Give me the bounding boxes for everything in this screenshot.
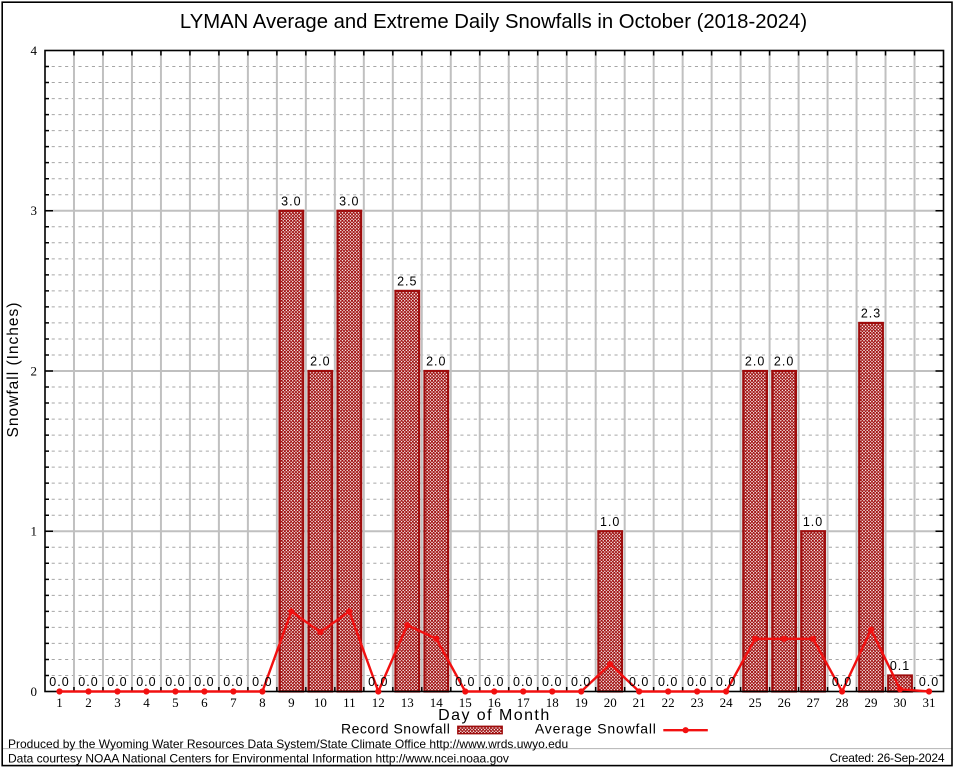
svg-text:Data courtesy NOAA National Ce: Data courtesy NOAA National Centers for … bbox=[8, 752, 509, 766]
svg-text:0.0: 0.0 bbox=[107, 675, 127, 689]
svg-text:2: 2 bbox=[31, 363, 38, 378]
svg-text:1.0: 1.0 bbox=[803, 515, 823, 529]
svg-text:8: 8 bbox=[259, 695, 266, 710]
svg-text:2: 2 bbox=[85, 695, 92, 710]
svg-text:7: 7 bbox=[230, 695, 237, 710]
svg-text:0.0: 0.0 bbox=[194, 675, 214, 689]
svg-text:14: 14 bbox=[430, 695, 444, 710]
svg-text:15: 15 bbox=[459, 695, 472, 710]
svg-text:0.0: 0.0 bbox=[368, 675, 388, 689]
svg-text:0.0: 0.0 bbox=[49, 675, 69, 689]
svg-text:0.0: 0.0 bbox=[165, 675, 185, 689]
svg-text:2.5: 2.5 bbox=[397, 275, 417, 289]
svg-text:16: 16 bbox=[488, 695, 502, 710]
svg-text:21: 21 bbox=[633, 695, 646, 710]
svg-text:11: 11 bbox=[343, 695, 356, 710]
svg-text:18: 18 bbox=[546, 695, 559, 710]
svg-text:0.0: 0.0 bbox=[484, 675, 504, 689]
svg-text:Created: 26-Sep-2024: Created: 26-Sep-2024 bbox=[830, 751, 945, 765]
svg-text:0.0: 0.0 bbox=[687, 675, 707, 689]
svg-text:Day of Month: Day of Month bbox=[438, 707, 551, 724]
svg-text:17: 17 bbox=[517, 695, 531, 710]
svg-text:0.0: 0.0 bbox=[136, 675, 156, 689]
svg-text:0.0: 0.0 bbox=[658, 675, 678, 689]
svg-text:2.0: 2.0 bbox=[745, 355, 765, 369]
svg-text:0.0: 0.0 bbox=[716, 675, 736, 689]
svg-text:0.0: 0.0 bbox=[455, 675, 475, 689]
svg-text:0.0: 0.0 bbox=[252, 675, 272, 689]
svg-text:29: 29 bbox=[865, 695, 878, 710]
svg-text:9: 9 bbox=[288, 695, 295, 710]
svg-text:Average Snowfall: Average Snowfall bbox=[535, 721, 657, 737]
svg-text:30: 30 bbox=[894, 695, 907, 710]
svg-text:0.1: 0.1 bbox=[890, 659, 910, 673]
svg-text:10: 10 bbox=[314, 695, 327, 710]
svg-text:1: 1 bbox=[56, 695, 63, 710]
svg-text:20: 20 bbox=[604, 695, 617, 710]
svg-text:0: 0 bbox=[31, 684, 38, 699]
svg-text:Record Snowfall: Record Snowfall bbox=[341, 721, 450, 737]
svg-text:2.0: 2.0 bbox=[426, 355, 446, 369]
svg-text:6: 6 bbox=[201, 695, 208, 710]
svg-text:3.0: 3.0 bbox=[281, 194, 301, 208]
svg-text:2.3: 2.3 bbox=[861, 307, 881, 321]
svg-text:0.0: 0.0 bbox=[78, 675, 98, 689]
svg-text:3: 3 bbox=[114, 695, 121, 710]
svg-text:0.0: 0.0 bbox=[832, 675, 852, 689]
svg-text:LYMAN Average and Extreme Dail: LYMAN Average and Extreme Daily Snowfall… bbox=[180, 11, 807, 33]
svg-text:25: 25 bbox=[749, 695, 762, 710]
svg-text:19: 19 bbox=[575, 695, 588, 710]
svg-text:4: 4 bbox=[143, 695, 150, 710]
svg-text:22: 22 bbox=[662, 695, 675, 710]
svg-text:Produced by the Wyoming Water: Produced by the Wyoming Water Resources … bbox=[8, 737, 568, 751]
svg-text:0.0: 0.0 bbox=[919, 675, 939, 689]
svg-text:2.0: 2.0 bbox=[310, 355, 330, 369]
svg-text:3: 3 bbox=[31, 203, 38, 218]
svg-text:2.0: 2.0 bbox=[774, 355, 794, 369]
svg-text:4: 4 bbox=[31, 43, 38, 58]
svg-text:24: 24 bbox=[720, 695, 734, 710]
svg-text:0.0: 0.0 bbox=[629, 675, 649, 689]
svg-text:31: 31 bbox=[923, 695, 936, 710]
svg-text:0.0: 0.0 bbox=[542, 675, 562, 689]
svg-text:28: 28 bbox=[836, 695, 849, 710]
svg-text:0.0: 0.0 bbox=[513, 675, 533, 689]
svg-text:Snowfall (Inches): Snowfall (Inches) bbox=[5, 302, 22, 438]
svg-text:23: 23 bbox=[691, 695, 704, 710]
svg-text:27: 27 bbox=[807, 695, 821, 710]
svg-text:1: 1 bbox=[31, 524, 38, 539]
svg-text:1.0: 1.0 bbox=[600, 515, 620, 529]
svg-text:5: 5 bbox=[172, 695, 179, 710]
svg-text:12: 12 bbox=[372, 695, 385, 710]
svg-text:3.0: 3.0 bbox=[339, 194, 359, 208]
svg-text:13: 13 bbox=[401, 695, 414, 710]
svg-text:0.0: 0.0 bbox=[223, 675, 243, 689]
svg-text:26: 26 bbox=[778, 695, 792, 710]
svg-text:0.0: 0.0 bbox=[571, 675, 591, 689]
